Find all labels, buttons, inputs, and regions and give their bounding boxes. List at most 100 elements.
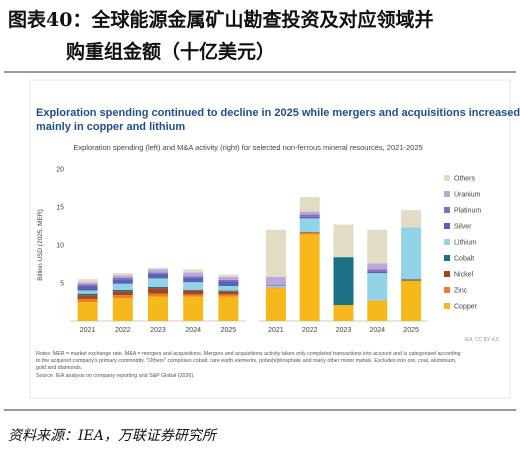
bar-segment (77, 279, 98, 283)
bar-segment (183, 290, 204, 295)
x-tick-label: 2024 (370, 327, 386, 334)
header-title: 图表40：全球能源金属矿山勘查投资及对应领域并 (8, 8, 433, 31)
note: to the acquired company's primary commod… (36, 358, 456, 364)
bar-segment (148, 286, 168, 289)
bar-segment (218, 281, 239, 287)
legend-swatch (444, 255, 450, 261)
bar-segment (183, 269, 204, 273)
bar-segment (299, 234, 320, 321)
note: gold and diamonds. (36, 365, 82, 371)
bar-segment (367, 229, 388, 264)
legend-label: Platinum (454, 208, 481, 215)
legend-swatch (444, 175, 450, 181)
bar-segment (401, 210, 422, 228)
bar-segment (148, 272, 168, 274)
bar-segment (77, 298, 98, 302)
bar-segment (183, 289, 204, 291)
y-tick-label: 15 (56, 205, 64, 212)
bar-segment (299, 232, 320, 233)
legend-label: Copper (454, 304, 478, 311)
bar-segment (183, 272, 204, 277)
x-tick-label: 2025 (221, 327, 237, 334)
bar-segment (148, 267, 168, 270)
bar-segment (265, 286, 286, 288)
credit: IEA. CC BY 4.0. (464, 337, 500, 343)
bar-segment (112, 291, 133, 296)
bar-segment (77, 293, 98, 296)
note: Source: IEA analysis on company reportin… (36, 373, 195, 379)
y-tick-label: 5 (60, 281, 64, 288)
bar-segment (148, 296, 168, 321)
bar-segment (401, 279, 422, 280)
x-tick-label: 2021 (80, 327, 96, 334)
bar-segment (265, 285, 286, 287)
bar-segment (148, 288, 168, 294)
bar-segment (183, 296, 204, 321)
bar-segment (77, 284, 98, 287)
bar-segment (218, 279, 239, 282)
bar-segment (367, 273, 388, 301)
legend-label: Others (454, 176, 476, 183)
legend-swatch (444, 223, 450, 229)
legend-swatch (444, 271, 450, 277)
bar-segment (112, 279, 133, 284)
bar-segment (148, 293, 168, 297)
legend-label: Cobalt (454, 256, 474, 263)
x-tick-label: 2022 (115, 327, 131, 334)
legend-swatch (444, 191, 450, 197)
bar-segment (218, 294, 239, 297)
bar-segment (112, 283, 133, 290)
bar-segment (299, 218, 320, 233)
legend-swatch (444, 287, 450, 293)
bar-segment (183, 294, 204, 297)
x-tick-label: 2022 (302, 327, 318, 334)
bar-segment (77, 295, 98, 299)
bar-segment (299, 211, 320, 215)
bar-segment (333, 257, 354, 306)
bar-segment (77, 302, 98, 321)
bar-segment (77, 290, 98, 294)
bar-segment (148, 278, 168, 287)
bar-segment (265, 229, 286, 277)
legend-swatch (444, 207, 450, 213)
legend-label: Nickel (454, 272, 474, 279)
legend-label: Uranium (454, 192, 481, 199)
bar-segment (299, 197, 320, 212)
bar-segment (77, 282, 98, 285)
x-tick-label: 2024 (185, 327, 201, 334)
bar-segment (183, 277, 204, 283)
bar-segment (218, 291, 239, 295)
x-tick-label: 2021 (268, 327, 284, 334)
bar-segment (265, 276, 286, 286)
bar-segment (148, 269, 168, 273)
x-tick-label: 2025 (403, 327, 419, 334)
legend-label: Lithium (454, 240, 477, 247)
x-tick-label: 2023 (336, 327, 352, 334)
bar-segment (112, 298, 133, 321)
legend-label: Silver (454, 224, 472, 231)
bar-segment (183, 276, 204, 278)
bar-segment (333, 305, 354, 321)
bar-segment (112, 273, 133, 276)
bar-segment (265, 288, 286, 321)
y-tick-label: 20 (56, 167, 64, 174)
legend-swatch (444, 239, 450, 245)
bar-segment (218, 290, 239, 292)
bar-segment (299, 232, 320, 235)
bar-segment (299, 216, 320, 219)
x-tick-label: 2023 (150, 327, 166, 334)
bar-segment (265, 287, 286, 289)
bar-segment (218, 276, 239, 280)
bar-segment (367, 269, 388, 272)
bar-segment (112, 289, 133, 292)
bar-segment (112, 295, 133, 299)
bar-segment (367, 300, 388, 321)
bar-segment (218, 286, 239, 291)
bar-segment (401, 227, 422, 280)
bar-segment (401, 279, 422, 281)
legend-swatch (444, 303, 450, 309)
bar-segment (218, 296, 239, 321)
bar-segment (77, 286, 98, 291)
